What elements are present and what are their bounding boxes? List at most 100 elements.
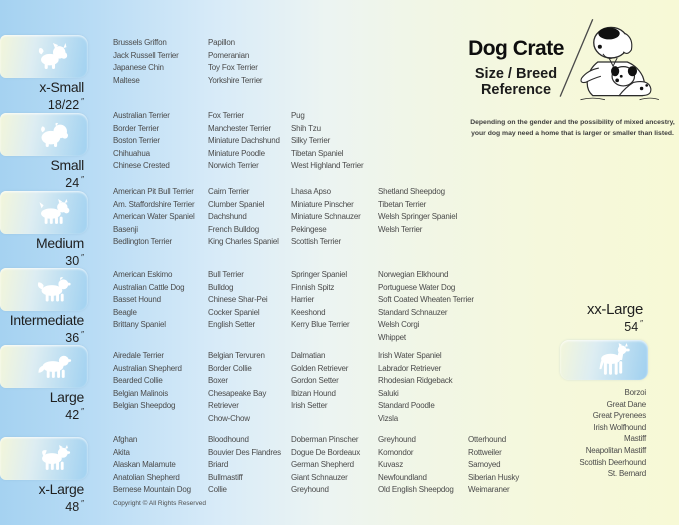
page-title: Dog Crate (468, 37, 564, 60)
breed-list: Irish Water Spaniel Labrador Retriever Rho… (378, 350, 453, 426)
breed-item: Dachshund (208, 212, 247, 222)
size-inches: 48 ″ (0, 497, 84, 514)
breed-item: Doberman Pinscher (291, 435, 359, 444)
breed-item: Mastiff (623, 434, 646, 444)
subtitle-line: Reference (480, 82, 552, 98)
breed-item: Cairn Terrier (208, 187, 250, 196)
breed-item: French Bulldog (208, 224, 260, 234)
breed-item: Rhodesian Ridgeback (378, 376, 453, 386)
inch-mark: ″ (640, 319, 643, 328)
size-inches-value: 42 (65, 408, 80, 422)
breed-item: Chow-Chow (208, 413, 250, 423)
breed-list: Springer Spaniel Finnish Spitz Harrier Kees… (291, 269, 350, 332)
breed-item: Briard (208, 460, 229, 470)
breed-item: Shih Tzu (291, 123, 321, 133)
breed-item: Anatolian Shepherd (113, 472, 180, 482)
breed-item: Borzoi (624, 388, 647, 397)
breed-item: Bloodhound (208, 435, 249, 444)
breed-item: Shetland Sheepdog (378, 187, 445, 196)
breed-item: Afghan (113, 435, 138, 444)
breed-item: Jack Russell Terrier (113, 50, 179, 60)
breed-item: Dalmatian (291, 351, 326, 360)
breed-item: Manchester Terrier (208, 123, 271, 133)
breed-list: Otterhound Rottweiler Samoyed Siberian Husk… (468, 434, 519, 497)
breed-item: Papillon (208, 38, 235, 47)
breed-item: Alaskan Malamute (113, 460, 176, 470)
size-label-x-small: x-Small 18/22 ″ (0, 80, 84, 113)
size-badge-intermediate (0, 268, 88, 311)
breed-list: American Eskimo Australian Cattle Dog Bass… (113, 269, 185, 332)
breed-item: Bullmastiff (208, 472, 243, 482)
breed-item: Bedlington Terrier (113, 237, 172, 247)
breed-item: Maltese (113, 75, 140, 85)
breed-list: Shetland Sheepdog Tibetan Terrier Welsh Sp… (378, 186, 457, 236)
breed-item: Vizsla (378, 413, 398, 423)
breed-item: Old English Sheepdog (378, 485, 454, 495)
breed-item: Silky Terrier (291, 136, 331, 146)
breed-item: St. Bernard (607, 469, 646, 479)
breed-item: Harrier (291, 295, 315, 305)
breed-item: Boxer (208, 376, 228, 386)
breed-item: Miniature Pinscher (291, 199, 354, 209)
breed-item: Clumber Spaniel (208, 199, 265, 209)
breed-item: Collie (208, 485, 227, 495)
breed-list: Belgian Tervuren Border Collie Boxer Chesap… (208, 350, 286, 426)
size-name: Small (50, 157, 84, 173)
size-badge-large (0, 345, 88, 388)
breed-item: Toy Fox Terrier (208, 63, 258, 73)
page-subtitle: Size / Breed Reference (446, 66, 586, 98)
breed-list: Greyhound Komondor Kuvasz Newfoundland Old E… (378, 434, 454, 497)
breed-list: American Pit Bull Terrier Am. Staffordshi… (113, 186, 195, 249)
breed-item: Basenji (113, 224, 138, 234)
size-name: xx-Large (587, 301, 643, 318)
breed-item: Soft Coated Wheaten Terrier (378, 295, 474, 305)
breed-item: German Shepherd (291, 460, 354, 470)
breed-item: Beagle (113, 307, 137, 317)
shih-tzu-dog-icon (41, 122, 69, 147)
breed-item: Finnish Spitz (291, 282, 335, 292)
teacher-dog-with-puppy-illustration (559, 18, 660, 101)
breed-item: Rottweiler (468, 447, 502, 457)
size-badge-x-small (0, 35, 88, 78)
breed-item: Fox Terrier (208, 111, 244, 120)
breed-item: Newfoundland (378, 472, 427, 482)
breed-item: Giant Schnauzer (291, 472, 348, 482)
breed-item: Pug (291, 111, 305, 120)
breed-item: Border Collie (208, 363, 252, 373)
breed-item: Portuguese Water Dog (378, 282, 456, 292)
breed-item: Miniature Poodle (208, 148, 265, 158)
breed-item: Irish Setter (291, 401, 328, 411)
breed-item: Welsh Corgi (378, 320, 420, 330)
disclaimer-line: Depending on the gender and the possibil… (470, 119, 675, 126)
size-label-large: Large 42 ″ (0, 389, 85, 423)
size-inches: 36 ″ (0, 328, 84, 345)
size-label-medium: Medium 30 ″ (0, 236, 84, 269)
subtitle-line: Size / Breed (474, 66, 558, 82)
breed-item: Gordon Setter (291, 376, 339, 386)
breed-item: Irish Wolfhound (593, 422, 647, 432)
size-inches-value: 36 (65, 331, 80, 345)
breed-item: American Eskimo (113, 270, 173, 279)
breed-item: Australian Cattle Dog (113, 282, 185, 292)
inch-mark: ″ (81, 175, 84, 184)
copyright-text: Copyright © All Rights Reserved (113, 500, 206, 507)
breed-item: Basset Hound (113, 295, 161, 305)
breed-item: Samoyed (468, 460, 501, 470)
size-badge-medium (0, 191, 88, 234)
breed-item: Akita (113, 447, 130, 457)
breed-item: Greyhound (291, 485, 329, 495)
breed-item: Great Dane (606, 399, 647, 409)
breed-list: Australian Terrier Border Terrier Boston T… (113, 110, 170, 173)
breed-item: Yorkshire Terrier (208, 75, 263, 85)
disclaimer-line: your dog may need a home that is larger … (471, 130, 674, 137)
breed-item: Welsh Terrier (378, 224, 423, 234)
breed-item: Miniature Dachshund (208, 136, 280, 146)
breed-list: Lhasa Apso Miniature Pinscher Miniature Sc… (291, 186, 361, 249)
akita-dog-icon (42, 445, 71, 470)
size-inches-value: 48 (65, 500, 80, 514)
breed-item: Scottish Terrier (291, 237, 342, 247)
breed-item: Chesapeake Bay Retriever (208, 388, 267, 411)
size-name: Large (49, 389, 85, 405)
breed-item: Siberian Husky (468, 472, 520, 482)
